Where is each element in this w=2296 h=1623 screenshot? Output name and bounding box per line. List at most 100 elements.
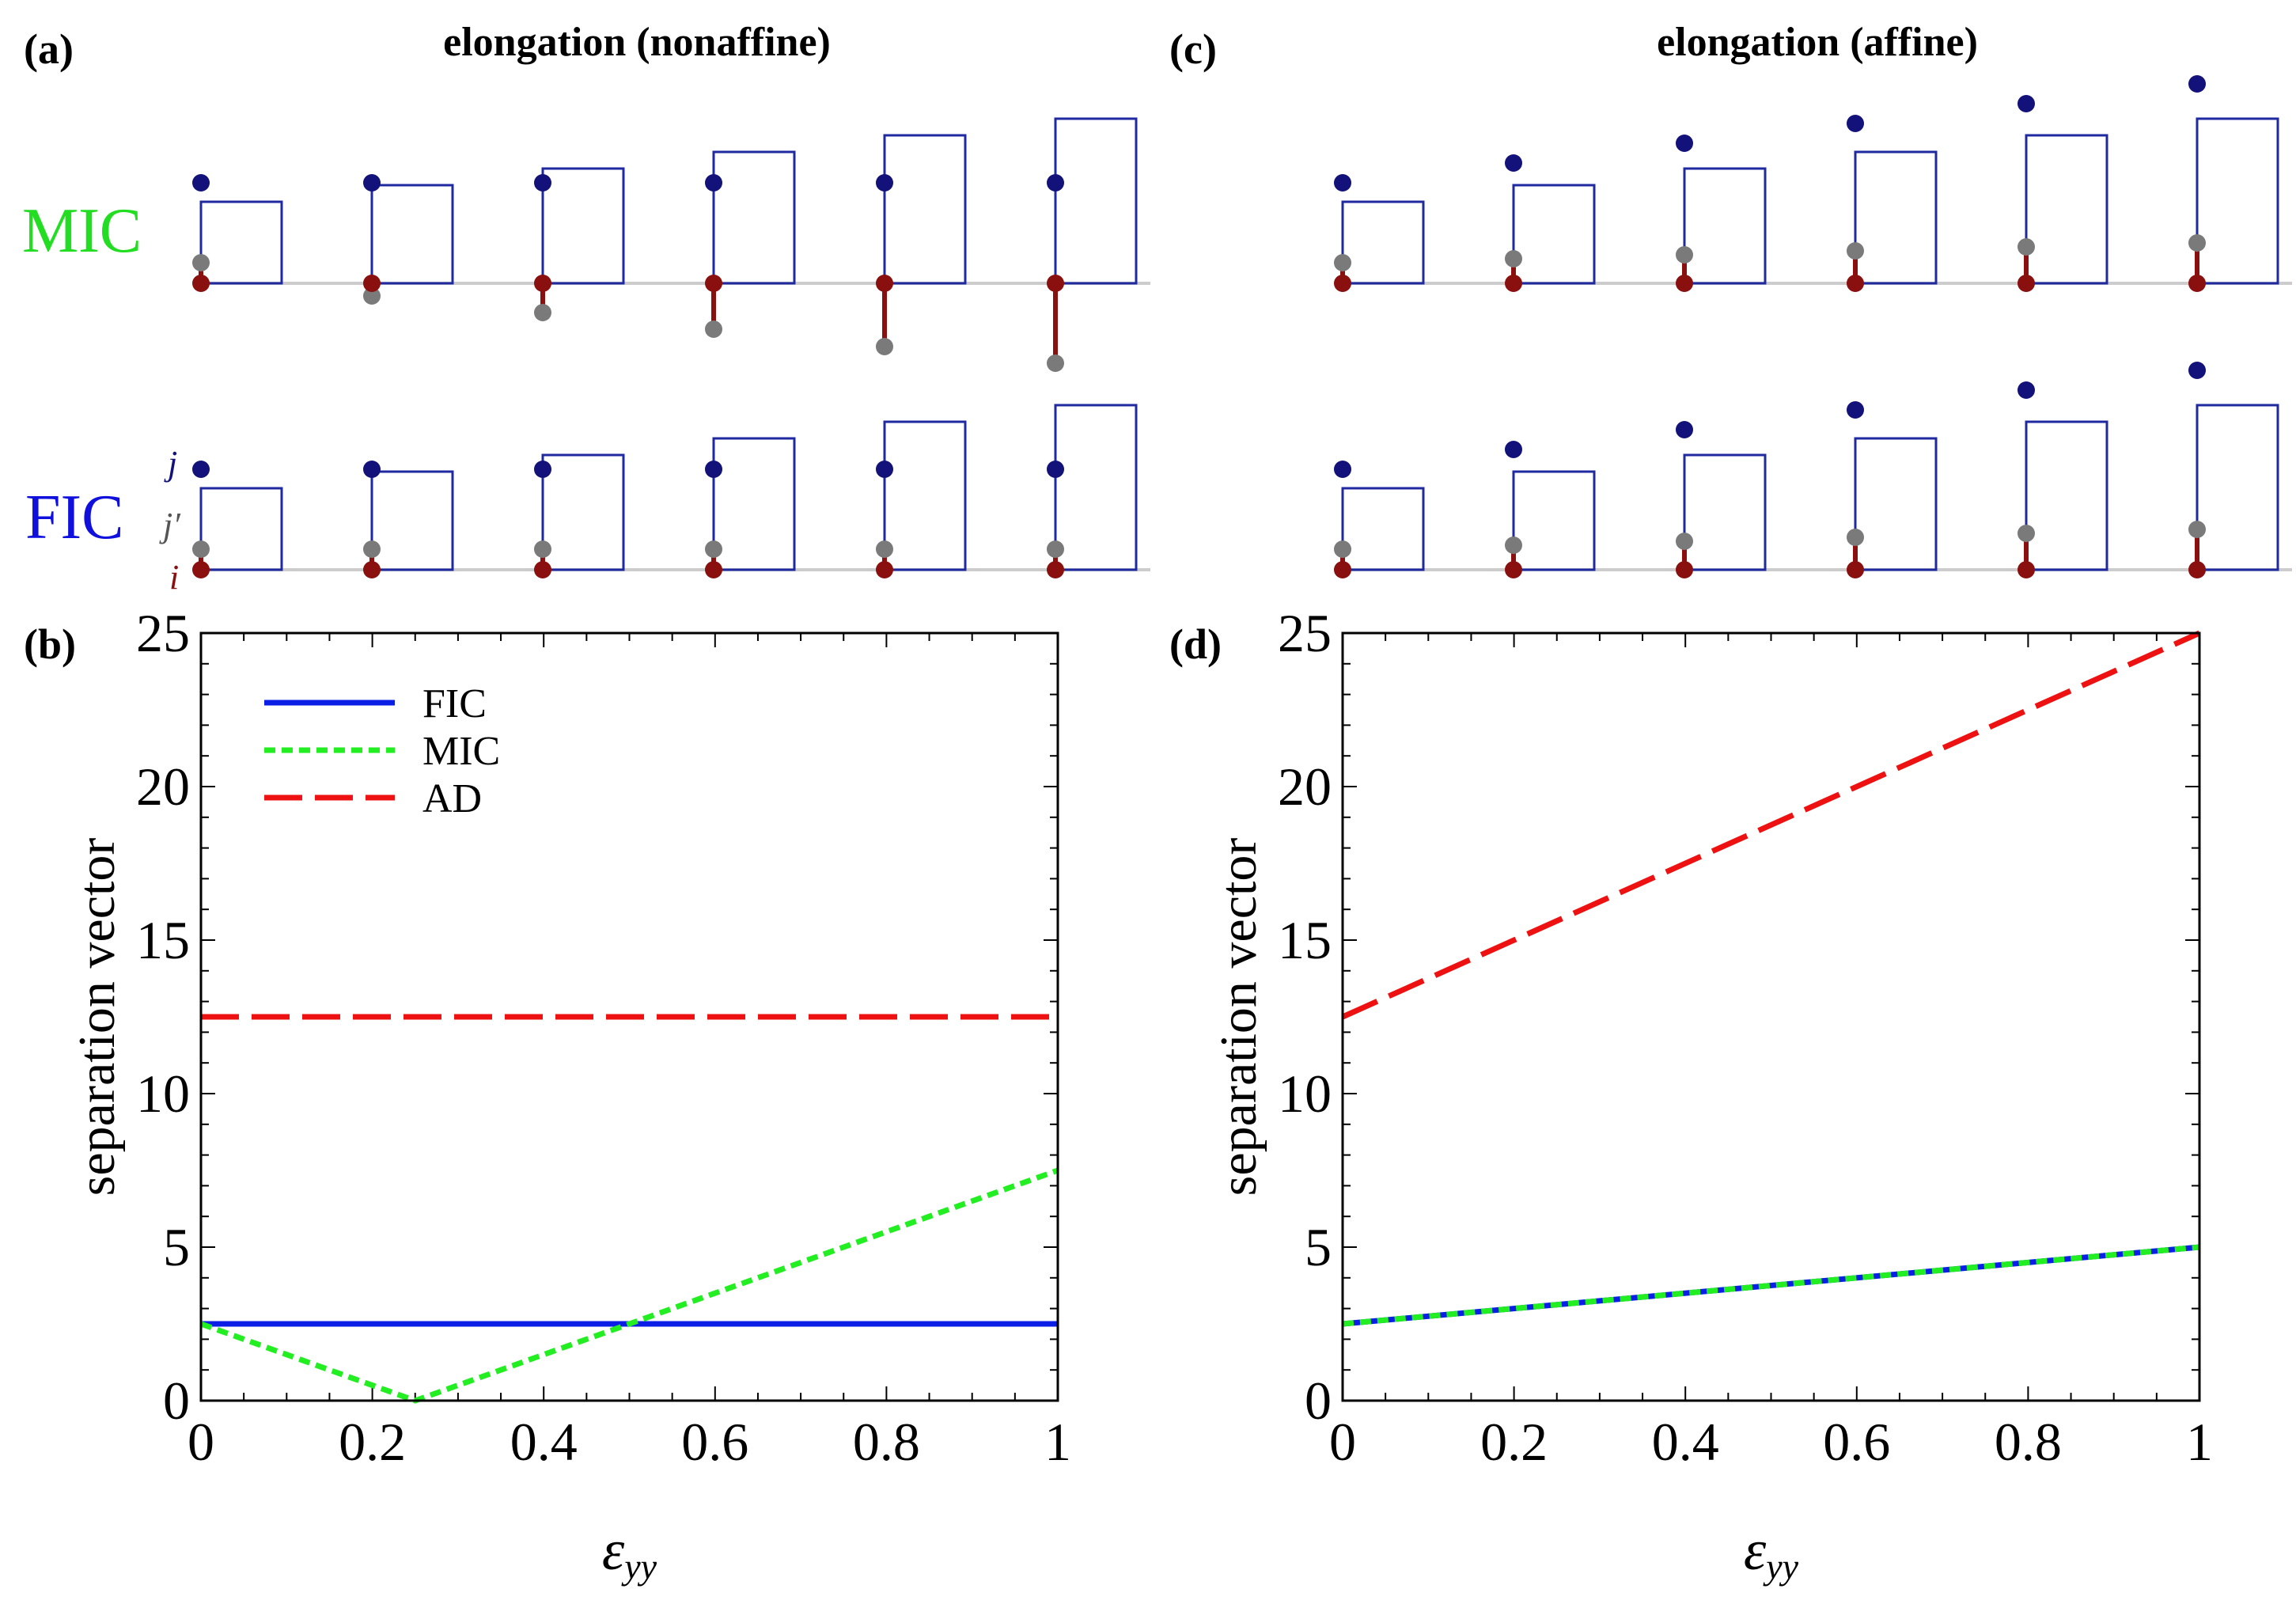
atom-label-i: i bbox=[169, 558, 179, 597]
atom-j bbox=[2188, 362, 2206, 379]
atom-i bbox=[534, 561, 551, 578]
cell-box bbox=[2196, 117, 2279, 285]
panel-label-d: (d) bbox=[1169, 620, 1222, 668]
y-tick-label: 0 bbox=[163, 1371, 190, 1431]
cell-box bbox=[199, 200, 283, 285]
panel-label-c: (c) bbox=[1169, 25, 1217, 73]
x-tick-label: 0.8 bbox=[1995, 1412, 2062, 1472]
atom-jprime bbox=[363, 540, 381, 558]
atom-jprime bbox=[1847, 529, 1864, 546]
atom-j bbox=[1334, 461, 1351, 478]
atom-i bbox=[534, 275, 551, 292]
x-axis-label: εyy bbox=[602, 1519, 657, 1587]
x-tick-label: 1 bbox=[1044, 1412, 1071, 1472]
cell-box bbox=[1854, 150, 1938, 285]
schematic-diagrams bbox=[192, 75, 2292, 578]
plot-frame bbox=[1341, 631, 2201, 1402]
atom-jprime bbox=[705, 540, 722, 558]
header-nonaffine: elongation (nonaffine) bbox=[443, 20, 831, 65]
atom-i bbox=[1676, 561, 1693, 578]
atom-j bbox=[534, 174, 551, 191]
y-axis-label: separation vector bbox=[68, 838, 126, 1196]
series-mic bbox=[199, 1167, 1059, 1404]
atom-i bbox=[1047, 275, 1064, 292]
atom-i bbox=[1847, 561, 1864, 578]
atom-i bbox=[1334, 275, 1351, 292]
atom-j bbox=[1847, 115, 1864, 132]
cell-box bbox=[2025, 420, 2108, 571]
atom-i bbox=[1047, 561, 1064, 578]
cell-box bbox=[712, 150, 796, 285]
atom-jprime bbox=[876, 540, 893, 558]
atom-j bbox=[192, 461, 210, 478]
panel-label-b: (b) bbox=[24, 620, 76, 668]
atom-jprime bbox=[1676, 533, 1693, 550]
cell-box bbox=[1854, 437, 1938, 571]
atom-i bbox=[2018, 561, 2035, 578]
atom-i bbox=[876, 275, 893, 292]
atom-i bbox=[1505, 275, 1522, 292]
atom-jprime bbox=[534, 304, 551, 321]
y-tick-label: 20 bbox=[1278, 757, 1332, 817]
atom-j bbox=[1505, 154, 1522, 172]
atom-j bbox=[876, 174, 893, 191]
atom-jprime bbox=[1047, 540, 1064, 558]
atom-i bbox=[2188, 561, 2206, 578]
legend-label-fic: FIC bbox=[422, 681, 487, 726]
x-tick-label: 1 bbox=[2186, 1412, 2213, 1472]
cell-box bbox=[1512, 184, 1596, 285]
atom-i bbox=[705, 275, 722, 292]
cell-box bbox=[370, 470, 454, 571]
atom-i bbox=[2188, 275, 2206, 292]
atom-i bbox=[705, 561, 722, 578]
atom-jprime bbox=[2188, 521, 2206, 538]
atom-i bbox=[1676, 275, 1693, 292]
cell-box bbox=[541, 453, 625, 571]
panel-label-a: (a) bbox=[24, 25, 74, 73]
atom-j bbox=[1676, 421, 1693, 438]
cell-box bbox=[1512, 470, 1596, 571]
row-label-mic: MIC bbox=[22, 196, 142, 266]
atom-i bbox=[192, 561, 210, 578]
atom-j bbox=[1334, 174, 1351, 191]
x-tick-label: 0.8 bbox=[853, 1412, 920, 1472]
atom-i bbox=[1334, 561, 1351, 578]
atom-j bbox=[705, 461, 722, 478]
y-tick-label: 20 bbox=[136, 757, 190, 817]
atom-i bbox=[2018, 275, 2035, 292]
y-tick-label: 10 bbox=[1278, 1064, 1332, 1124]
y-tick-label: 25 bbox=[136, 603, 190, 663]
atom-j bbox=[1676, 135, 1693, 152]
y-tick-label: 15 bbox=[1278, 910, 1332, 970]
cell-box bbox=[1683, 453, 1767, 571]
atom-jprime bbox=[192, 540, 210, 558]
atom-i bbox=[1505, 561, 1522, 578]
atom-j bbox=[2018, 381, 2035, 399]
x-tick-label: 0.2 bbox=[339, 1412, 406, 1472]
x-tick-label: 0.2 bbox=[1480, 1412, 1548, 1472]
atom-j bbox=[2188, 75, 2206, 93]
row-label-fic: FIC bbox=[25, 483, 124, 552]
x-tick-label: 0.4 bbox=[510, 1412, 578, 1472]
atom-jprime bbox=[1334, 254, 1351, 271]
legend-label-ad: AD bbox=[422, 776, 482, 821]
cell-box bbox=[541, 167, 625, 285]
atom-j bbox=[2018, 95, 2035, 112]
atom-i bbox=[363, 561, 381, 578]
y-axis-label: separation vector bbox=[1210, 838, 1267, 1196]
cell-box bbox=[2196, 404, 2279, 571]
cell-box bbox=[2025, 134, 2108, 285]
y-tick-label: 5 bbox=[163, 1217, 190, 1277]
header-affine: elongation (affine) bbox=[1657, 20, 1978, 65]
y-tick-label: 0 bbox=[1305, 1371, 1332, 1431]
cell-box bbox=[712, 437, 796, 571]
cell-box bbox=[1054, 404, 1138, 571]
atom-label-j: j bbox=[164, 444, 177, 483]
atom-j bbox=[1505, 441, 1522, 458]
plot-frame bbox=[199, 631, 1059, 1402]
x-tick-label: 0.4 bbox=[1652, 1412, 1719, 1472]
y-tick-label: 15 bbox=[136, 910, 190, 970]
